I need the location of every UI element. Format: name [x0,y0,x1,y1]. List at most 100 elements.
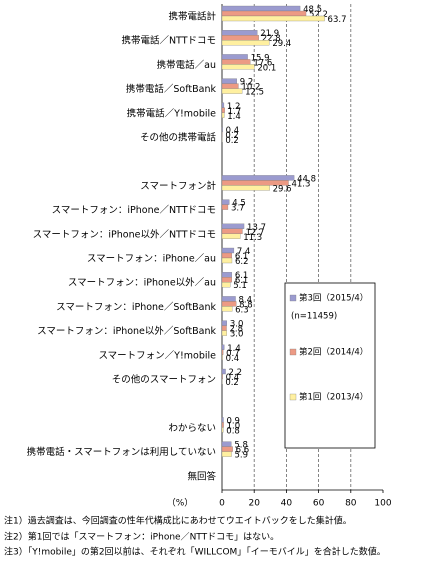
bar [221,64,255,70]
bar [221,446,233,452]
data-label: 2.8 [230,325,244,335]
category-label: スマートフォン：iPhone／au [87,254,216,265]
data-label: 13.7 [247,223,266,233]
bar [221,320,227,326]
bar [221,247,235,254]
category-label: スマートフォン／Y!mobile [98,350,216,361]
bar [221,228,243,234]
legend-box [284,282,376,449]
data-label: 0.2 [225,378,239,388]
x-tick-label: 20 [248,499,260,509]
bar [221,54,248,60]
bar [221,282,231,288]
bar [221,417,224,423]
bar [221,427,224,433]
data-label: 6.1 [235,276,249,286]
bar [221,330,227,336]
bar [221,252,232,259]
legend-swatch [289,393,297,401]
category-label: 携帯電話／au [157,59,216,71]
data-label: 0.4 [226,126,240,136]
bar [221,204,229,210]
bar [221,451,232,457]
bar [221,368,226,375]
data-label: 5.8 [234,441,248,451]
bar [221,40,270,46]
data-label: 0.7 [226,349,240,359]
data-label: 6.6 [236,446,250,456]
data-label: 12.5 [245,88,264,98]
bar [221,301,237,307]
bar [221,223,245,229]
data-label: 8.8 [239,300,253,310]
legend-label: 第3回（2015/4） [299,293,368,304]
category-label: スマートフォン：iPhone／NTTドコモ [52,205,216,216]
bar [221,257,233,264]
bar [221,59,251,65]
category-label: 無回答 [187,470,216,482]
category-label: 携帯電話／Y!mobile [127,107,216,119]
bar [221,306,233,312]
bar [221,175,295,181]
bar [221,349,224,355]
legend-label: 第2回（2014/4） [299,347,368,358]
data-label: 44.8 [297,174,316,184]
data-label: 11.3 [243,233,262,243]
bar [221,78,237,84]
data-label: 6.3 [235,305,249,315]
bar [221,126,223,133]
category-label: スマートフォン：iPhone以外／SoftBank [37,325,216,337]
bar [221,107,225,113]
data-label: 8.4 [239,295,253,305]
bar [221,5,301,12]
legend-swatch [289,348,297,356]
data-label: 29.6 [273,184,292,194]
data-label: 0.8 [226,426,240,436]
data-label: 1.7 [228,107,242,117]
bar [221,185,270,191]
data-label: 0.4 [226,373,240,383]
x-tick-label: 80 [345,499,357,509]
category-label: その他の携帯電話 [140,132,217,144]
data-label: 63.7 [328,15,347,25]
data-label: 6.1 [235,271,249,281]
bar [221,272,232,278]
note: 注1）過去調査は、今回調査の性年代構成比にあわせてウエイトバックをした集計値。 [4,515,352,527]
bar [221,422,224,428]
data-label: 5.1 [233,281,247,291]
data-label: 10.2 [241,83,260,93]
data-label: 1.2 [227,102,241,112]
legend-swatch [289,294,297,302]
data-label: 41.3 [291,179,310,189]
category-label: 携帯電話計 [168,11,216,23]
data-label: 20.1 [257,63,276,73]
category-label: 携帯電話／SoftBank [126,83,217,95]
note: 注3）「Y!mobile」の第2回以前は、それぞれ「WILLCOM」「イーモバイ… [4,546,386,558]
data-label: 1.0 [227,421,241,431]
data-label: 7.4 [237,247,251,257]
category-label: スマートフォン：iPhone／SoftBank [56,302,216,313]
data-label: 52.2 [309,10,328,20]
data-label: 1.4 [227,112,241,122]
bar [221,102,225,108]
category-label: スマートフォン：iPhone以外／au [68,277,216,289]
data-label: 21.9 [260,29,279,39]
bar [221,354,223,360]
data-label: 22.8 [262,34,281,44]
data-label: 0.9 [226,416,240,426]
data-label: 5.9 [234,451,248,461]
category-label: 携帯電話／NTTドコモ [121,35,216,47]
category-label: 携帯電話・スマートフォンは利用していない [27,446,216,458]
data-label: 3.7 [231,204,245,214]
bar [221,441,232,447]
bar [221,83,239,89]
data-label: 3.0 [230,330,244,340]
bar [221,35,259,41]
data-label: 2.2 [229,368,243,378]
bar [221,199,230,205]
bar [221,277,232,283]
x-tick-label: 60 [313,499,325,509]
category-label: その他のスマートフォン [112,374,216,386]
x-axis-label: （%） [167,498,194,509]
